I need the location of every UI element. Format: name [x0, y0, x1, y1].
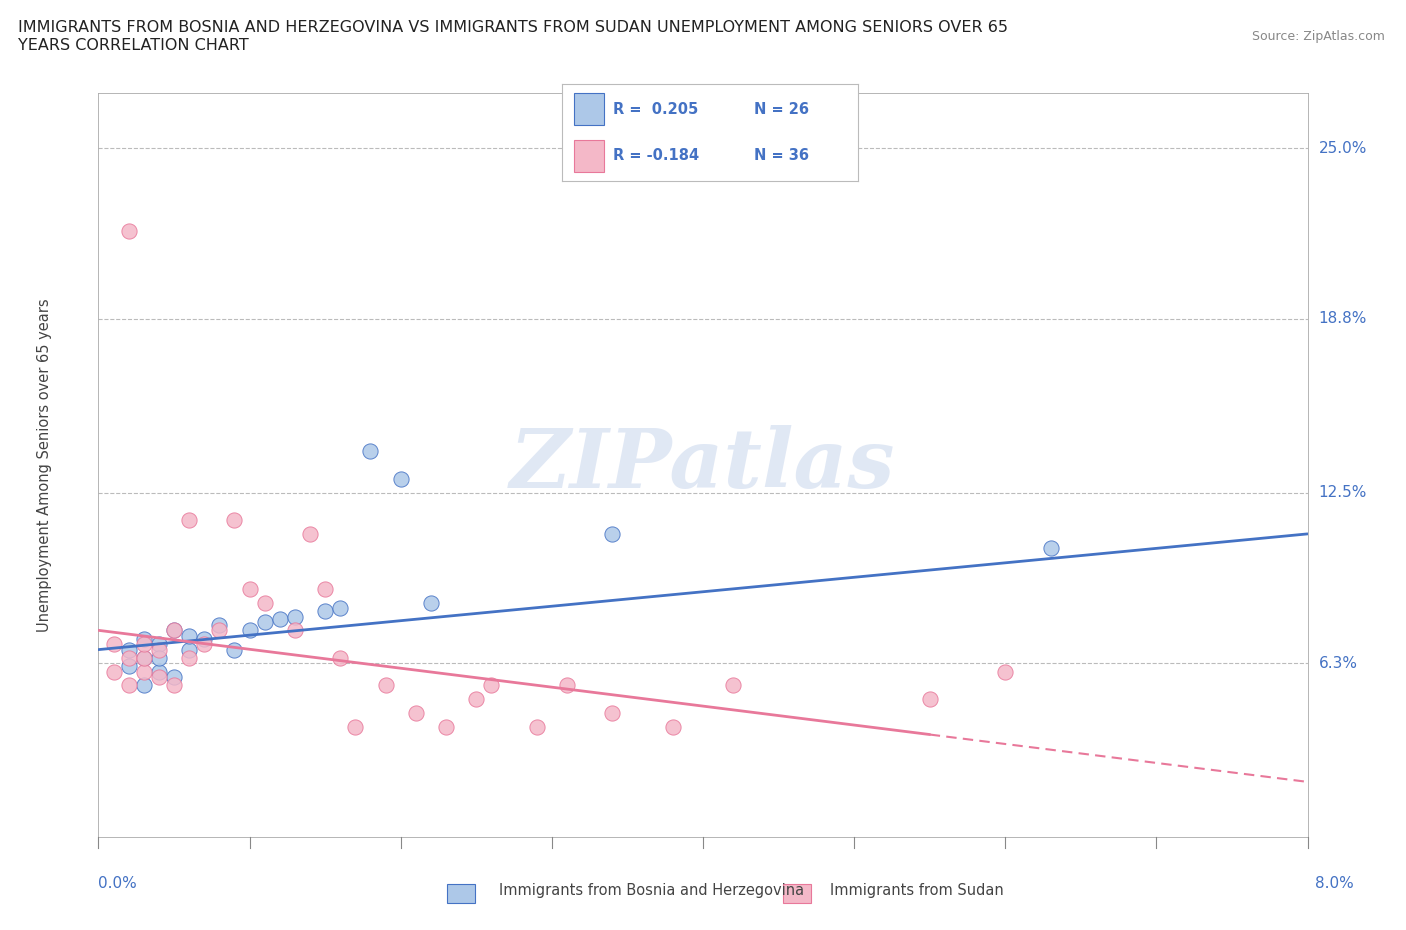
Point — [1039, 540, 1062, 555]
Point — [526, 719, 548, 734]
Text: Immigrants from Sudan: Immigrants from Sudan — [830, 884, 1004, 898]
Text: 18.8%: 18.8% — [1319, 312, 1367, 326]
Point — [314, 604, 336, 618]
Point — [193, 637, 215, 652]
Point — [253, 615, 276, 630]
Point — [118, 223, 141, 238]
Point — [132, 637, 155, 652]
Point — [918, 692, 941, 707]
Point — [148, 650, 170, 665]
Point — [163, 623, 186, 638]
Text: Immigrants from Bosnia and Herzegovina: Immigrants from Bosnia and Herzegovina — [499, 884, 804, 898]
Text: N = 36: N = 36 — [754, 149, 810, 164]
Point — [239, 623, 262, 638]
Point — [208, 618, 231, 632]
Point — [103, 637, 125, 652]
Point — [344, 719, 367, 734]
Point — [148, 670, 170, 684]
Point — [602, 706, 624, 721]
Point — [284, 609, 307, 624]
Point — [148, 664, 170, 679]
Text: R =  0.205: R = 0.205 — [613, 101, 697, 116]
Point — [163, 623, 186, 638]
Point — [179, 650, 201, 665]
Point — [132, 650, 155, 665]
Point — [163, 670, 186, 684]
Point — [224, 643, 246, 658]
Point — [420, 595, 443, 610]
Point — [329, 650, 352, 665]
Text: Source: ZipAtlas.com: Source: ZipAtlas.com — [1251, 30, 1385, 43]
Point — [602, 526, 624, 541]
Text: 25.0%: 25.0% — [1319, 140, 1367, 155]
Point — [389, 472, 412, 486]
Point — [118, 650, 141, 665]
Bar — [574, 93, 603, 125]
Point — [434, 719, 457, 734]
Point — [179, 643, 201, 658]
Point — [284, 623, 307, 638]
Point — [132, 650, 155, 665]
Point — [208, 623, 231, 638]
Point — [132, 631, 155, 646]
Bar — [574, 140, 603, 172]
Point — [994, 664, 1017, 679]
Point — [179, 629, 201, 644]
Point — [224, 512, 246, 527]
Point — [465, 692, 488, 707]
Point — [179, 512, 201, 527]
Point — [253, 595, 276, 610]
Point — [405, 706, 427, 721]
Text: 12.5%: 12.5% — [1319, 485, 1367, 500]
Point — [269, 612, 291, 627]
Point — [555, 678, 578, 693]
Point — [661, 719, 683, 734]
Point — [148, 643, 170, 658]
Text: 8.0%: 8.0% — [1315, 876, 1353, 891]
Text: N = 26: N = 26 — [754, 101, 810, 116]
Point — [118, 658, 141, 673]
Text: Unemployment Among Seniors over 65 years: Unemployment Among Seniors over 65 years — [37, 299, 52, 631]
Point — [239, 581, 262, 596]
Text: 0.0%: 0.0% — [98, 876, 138, 891]
Point — [329, 601, 352, 616]
Point — [299, 526, 322, 541]
Text: ZIPatlas: ZIPatlas — [510, 425, 896, 505]
Point — [163, 678, 186, 693]
Point — [374, 678, 396, 693]
Point — [314, 581, 336, 596]
Point — [723, 678, 745, 693]
Text: 6.3%: 6.3% — [1319, 656, 1358, 671]
Point — [132, 678, 155, 693]
Point — [360, 444, 382, 458]
Point — [118, 643, 141, 658]
Point — [132, 664, 155, 679]
Point — [103, 664, 125, 679]
Point — [481, 678, 503, 693]
Point — [118, 678, 141, 693]
Text: IMMIGRANTS FROM BOSNIA AND HERZEGOVINA VS IMMIGRANTS FROM SUDAN UNEMPLOYMENT AMO: IMMIGRANTS FROM BOSNIA AND HERZEGOVINA V… — [18, 20, 1008, 53]
Point — [148, 637, 170, 652]
Point — [193, 631, 215, 646]
Text: R = -0.184: R = -0.184 — [613, 149, 699, 164]
